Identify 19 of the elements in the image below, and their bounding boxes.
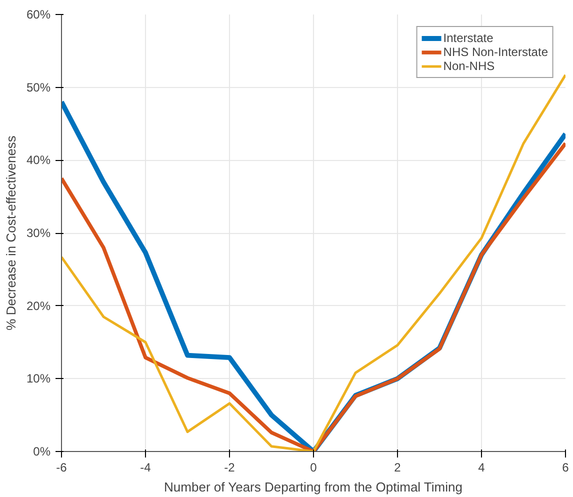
- y-tick-label: 0%: [33, 444, 51, 458]
- x-tick-label: -4: [140, 460, 152, 474]
- x-tick-label: -2: [224, 460, 236, 474]
- y-tick-label: 30%: [26, 226, 51, 240]
- y-tick-label: 40%: [26, 153, 51, 168]
- legend-label: Non-NHS: [443, 59, 495, 73]
- x-tick-label: 4: [478, 460, 486, 474]
- y-tick-label: 10%: [26, 372, 51, 386]
- x-tick-label: -6: [56, 460, 68, 474]
- x-tick-label: 2: [394, 460, 402, 474]
- y-tick-label: 50%: [26, 80, 51, 94]
- y-axis-title: % Decrease in Cost-effectiveness: [3, 135, 18, 330]
- x-tick-label: 0: [310, 460, 318, 474]
- legend-label: Interstate: [443, 31, 494, 45]
- x-axis-title: Number of Years Departing from the Optimal Timing: [164, 480, 462, 494]
- x-tick-label: 6: [562, 460, 570, 474]
- legend-label: NHS Non-Interstate: [443, 45, 548, 59]
- y-tick-label: 20%: [26, 298, 51, 313]
- y-tick-label: 60%: [26, 8, 51, 22]
